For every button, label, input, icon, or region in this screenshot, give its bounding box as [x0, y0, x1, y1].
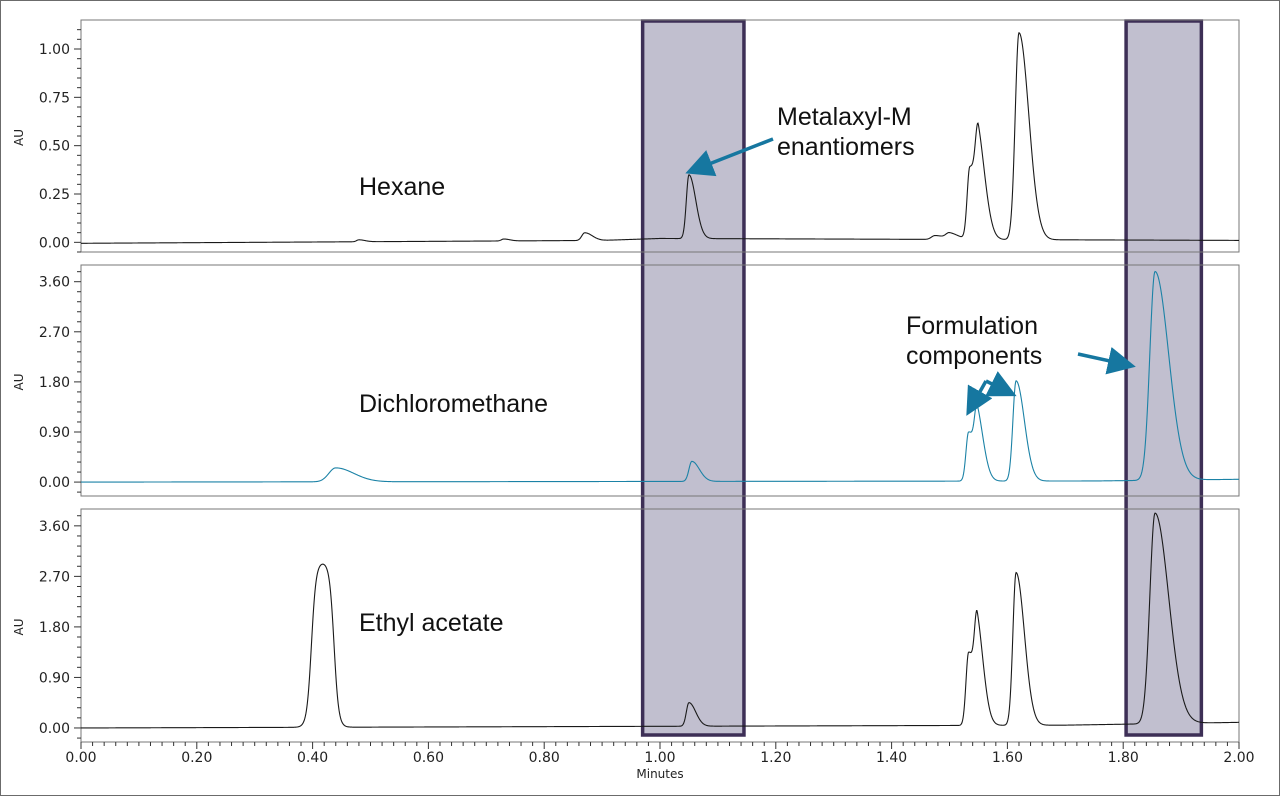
x-axis: 0.00 0.20 0.40 0.60 0.80 1.00 1.20 1.40 1.60 1.80… — [65, 742, 1255, 781]
x-tick-label: 1.20 — [760, 750, 791, 766]
y-tick-label: 1.00 — [39, 42, 70, 58]
y-tick-label: 0.75 — [39, 90, 70, 106]
y-tick-label: 3.60 — [39, 519, 70, 535]
highlight-windows — [640, 19, 1204, 737]
annotation-text: components — [906, 342, 1042, 370]
x-tick-label: 2.00 — [1223, 750, 1254, 766]
trace-line — [81, 32, 1239, 244]
annotation-arrow — [966, 380, 993, 416]
y-tick-label: 0.00 — [39, 475, 70, 491]
annotation-text: enantiomers — [777, 133, 915, 161]
annotation-arrow — [985, 371, 1017, 397]
panel-frame — [80, 264, 1240, 497]
chart-panel: 0.00 0.25 0.50 0.75 1.00 AU Hexane — [12, 19, 1240, 253]
x-tick-label: 0.60 — [413, 750, 444, 766]
y-tick-label: 0.00 — [39, 721, 70, 737]
x-tick-label: 0.80 — [529, 750, 560, 766]
chart-panel: 0.00 0.90 1.80 2.70 3.60 AU Ethyl acetate — [12, 508, 1240, 743]
chart-panels: 0.00 0.25 0.50 0.75 1.00 AU Hexane 0.00 0.90 1.80… — [12, 19, 1240, 743]
annotation-arrow — [685, 137, 774, 177]
x-tick-label: 1.00 — [644, 750, 675, 766]
y-tick-label: 0.90 — [39, 670, 70, 686]
x-tick-label: 1.60 — [992, 750, 1023, 766]
annotation-text: Formulation — [906, 312, 1038, 340]
x-tick-label: 0.40 — [297, 750, 328, 766]
trace-line — [81, 270, 1240, 483]
y-tick-label: 1.80 — [39, 620, 70, 636]
highlight-window — [640, 19, 746, 737]
x-tick-label: 0.20 — [181, 750, 212, 766]
chart-panel: 0.00 0.90 1.80 2.70 3.60 AU Dichloromethane — [12, 264, 1240, 497]
y-tick-label: 0.00 — [39, 235, 70, 251]
highlight-window — [1124, 19, 1204, 737]
y-tick-label: 0.50 — [39, 139, 70, 155]
trace-line — [81, 512, 1240, 729]
x-tick-label: 0.00 — [65, 750, 96, 766]
trace-label: Ethyl acetate — [359, 609, 504, 637]
trace-label: Hexane — [359, 173, 445, 201]
x-axis-label: Minutes — [636, 767, 683, 781]
y-tick-label: 0.90 — [39, 425, 70, 441]
annotation-text: Metalaxyl-M — [777, 103, 912, 131]
y-tick-label: 1.80 — [39, 375, 70, 391]
y-axis-label: AU — [12, 619, 26, 636]
x-tick-label: 1.80 — [1108, 750, 1139, 766]
y-axis-label: AU — [12, 374, 26, 391]
y-tick-label: 2.70 — [39, 325, 70, 341]
y-axis-label: AU — [12, 129, 26, 146]
y-tick-label: 3.60 — [39, 275, 70, 291]
annotation-arrow — [1077, 347, 1136, 375]
x-tick-label: 1.40 — [876, 750, 907, 766]
y-tick-label: 0.25 — [39, 187, 70, 203]
trace-label: Dichloromethane — [359, 390, 548, 418]
y-tick-label: 2.70 — [39, 569, 70, 585]
